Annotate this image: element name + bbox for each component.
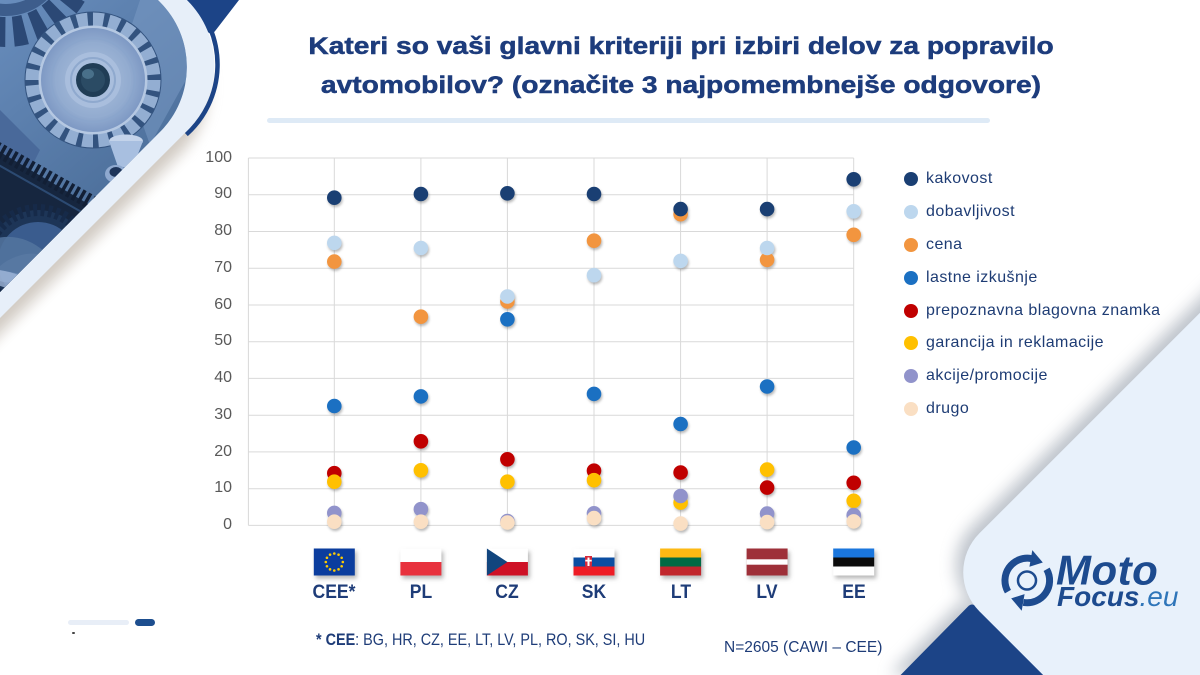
svg-text:Moto: Moto (1056, 547, 1158, 594)
svg-text:Focus.eu: Focus.eu (1057, 581, 1179, 612)
